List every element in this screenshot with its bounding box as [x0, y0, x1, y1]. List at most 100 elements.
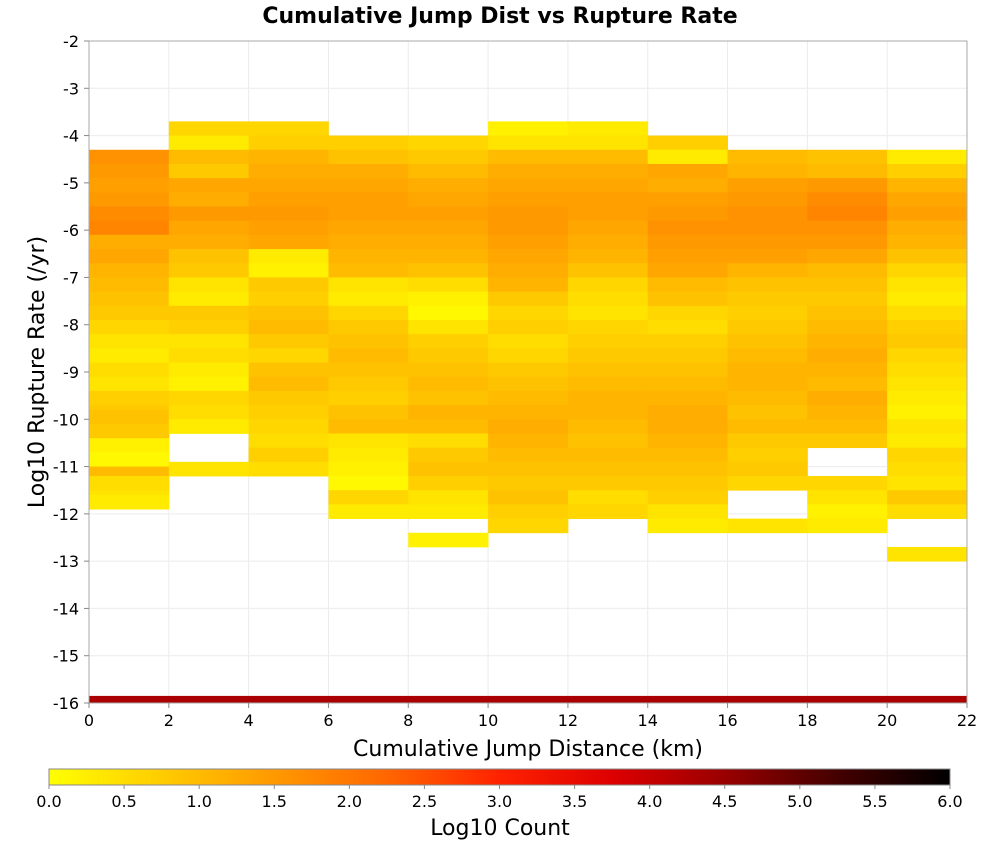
x-tick-label-3: 6 [323, 711, 333, 730]
heatmap-cell-75 [248, 220, 329, 236]
heatmap-cell-177 [488, 433, 569, 449]
heatmap-cell-26 [89, 376, 170, 392]
y-tick-label-2: -4 [63, 127, 79, 146]
heatmap-cell-108 [328, 277, 409, 293]
heatmap-cell-88 [248, 362, 329, 378]
heatmap-cell-65 [168, 405, 250, 420]
heatmap-cell-244 [727, 206, 808, 222]
heatmap-cell-101 [328, 178, 409, 193]
x-tick-label-11: 22 [957, 711, 977, 730]
heatmap-cell-145 [408, 390, 489, 406]
heatmap-cell-71 [248, 163, 329, 179]
heatmap-cell-179 [488, 461, 569, 477]
heatmap-cell-49 [168, 206, 250, 222]
heatmap-cell-303 [887, 334, 968, 349]
heatmap-cell-48 [168, 192, 250, 207]
heatmap-cell-242 [727, 178, 808, 193]
heatmap-cell-93 [248, 433, 329, 449]
heatmap-cell-299 [887, 277, 968, 293]
heatmap-cell-188 [567, 178, 649, 193]
heatmap-cell-186 [567, 149, 649, 165]
heatmap-cell-52 [168, 249, 250, 264]
heatmap-cell-283 [807, 405, 888, 420]
heatmap-cell-311 [887, 447, 968, 463]
x-tick-label-4: 8 [403, 711, 413, 730]
heatmap-cell-243 [727, 192, 808, 207]
heatmap-cell-63 [168, 376, 250, 392]
heatmap-cell-302 [887, 319, 968, 335]
y-tick-label-5: -7 [63, 268, 79, 287]
colorbar-label: Log10 Count [430, 816, 570, 841]
heatmap-cell-47 [168, 178, 250, 193]
heatmap-cell-310 [887, 433, 968, 449]
heatmap-cell-64 [168, 390, 250, 406]
heatmap-cell-46 [168, 163, 250, 179]
heatmap-cell-89 [248, 376, 329, 392]
heatmap-cell-292 [887, 178, 968, 193]
heatmap-cell-288 [807, 504, 888, 519]
heatmap-cell-82 [248, 277, 329, 293]
heatmap-cell-225 [647, 319, 728, 335]
heatmap-cell-176 [488, 419, 569, 434]
heatmap-cell-111 [328, 319, 409, 335]
heatmap-cell-97 [248, 461, 329, 477]
heatmap-cell-59 [168, 319, 250, 335]
heatmap-cell-190 [567, 206, 649, 222]
heatmap-cell-149 [408, 447, 489, 463]
heatmap-cell-307 [887, 390, 968, 406]
heatmap-cell-316 [887, 546, 968, 562]
heatmap-cell-210 [567, 490, 649, 505]
heatmap-cell-206 [567, 433, 649, 449]
x-tick-label-0: 0 [84, 711, 94, 730]
heatmap-cell-254 [727, 348, 808, 363]
heatmap-cell-116 [328, 390, 409, 406]
y-tick-label-7: -9 [63, 363, 79, 382]
heatmap-cell-237 [647, 490, 728, 505]
heatmap-cell-235 [647, 461, 728, 477]
heatmap-cell-144 [408, 376, 489, 392]
colorbar [48, 768, 951, 786]
heatmap-cell-230 [647, 390, 728, 406]
heatmap-cell-45 [168, 149, 250, 165]
heatmap-cell-211 [567, 504, 649, 519]
heatmap-cell-252 [727, 319, 808, 335]
colorbar-tick-label-11: 5.5 [862, 792, 887, 811]
heatmap-cell-51 [168, 234, 250, 250]
heatmap-cell-1 [89, 163, 170, 179]
heatmap-cell-268 [807, 192, 888, 207]
heatmap-cell-249 [727, 277, 808, 293]
heatmap-cell-178 [488, 447, 569, 463]
x-tick-label-8: 16 [717, 711, 737, 730]
heatmap-cell-126 [328, 504, 409, 519]
heatmap-cell-181 [488, 490, 569, 505]
heatmap-cell-236 [647, 476, 728, 491]
colorbar-tick-label-7: 3.5 [562, 792, 587, 811]
colorbar-tick-label-8: 4.0 [637, 792, 662, 811]
heatmap-cell-273 [807, 263, 888, 278]
heatmap-cell-103 [328, 206, 409, 222]
heatmap-cell-153 [408, 504, 489, 519]
heatmap-cell-220 [647, 249, 728, 264]
heatmap-cell-86 [248, 334, 329, 349]
x-axis-label: Cumulative Jump Distance (km) [353, 737, 703, 762]
heatmap-cell-58 [168, 305, 250, 321]
heatmap-cell-280 [807, 362, 888, 378]
colorbar-tick-label-3: 1.5 [262, 792, 287, 811]
heatmap-cell-194 [567, 263, 649, 278]
heatmap-cell-281 [807, 376, 888, 392]
y-axis-ticks: -2 -3 -4 -5 -6 -7 -8 -9 -10 -11 -12 -13 -14 -15 -16 [53, 32, 89, 713]
heatmap-cell-272 [807, 249, 888, 264]
heatmap-cell-308 [887, 405, 968, 420]
heatmap-cell-17 [89, 249, 170, 264]
heatmap-cell-125 [328, 490, 409, 505]
heatmap-cell-44 [168, 135, 250, 151]
y-tick-label-4: -6 [63, 221, 79, 240]
heatmap-cell-199 [567, 334, 649, 349]
x-tick-label-1: 2 [164, 711, 174, 730]
heatmap-cell-129 [408, 163, 489, 179]
heatmap-cell-84 [248, 305, 329, 321]
heatmap-cell-192 [567, 234, 649, 250]
heatmap-cell-172 [488, 362, 569, 378]
heatmap-cell-306 [887, 376, 968, 392]
heatmap-cell-171 [488, 348, 569, 363]
